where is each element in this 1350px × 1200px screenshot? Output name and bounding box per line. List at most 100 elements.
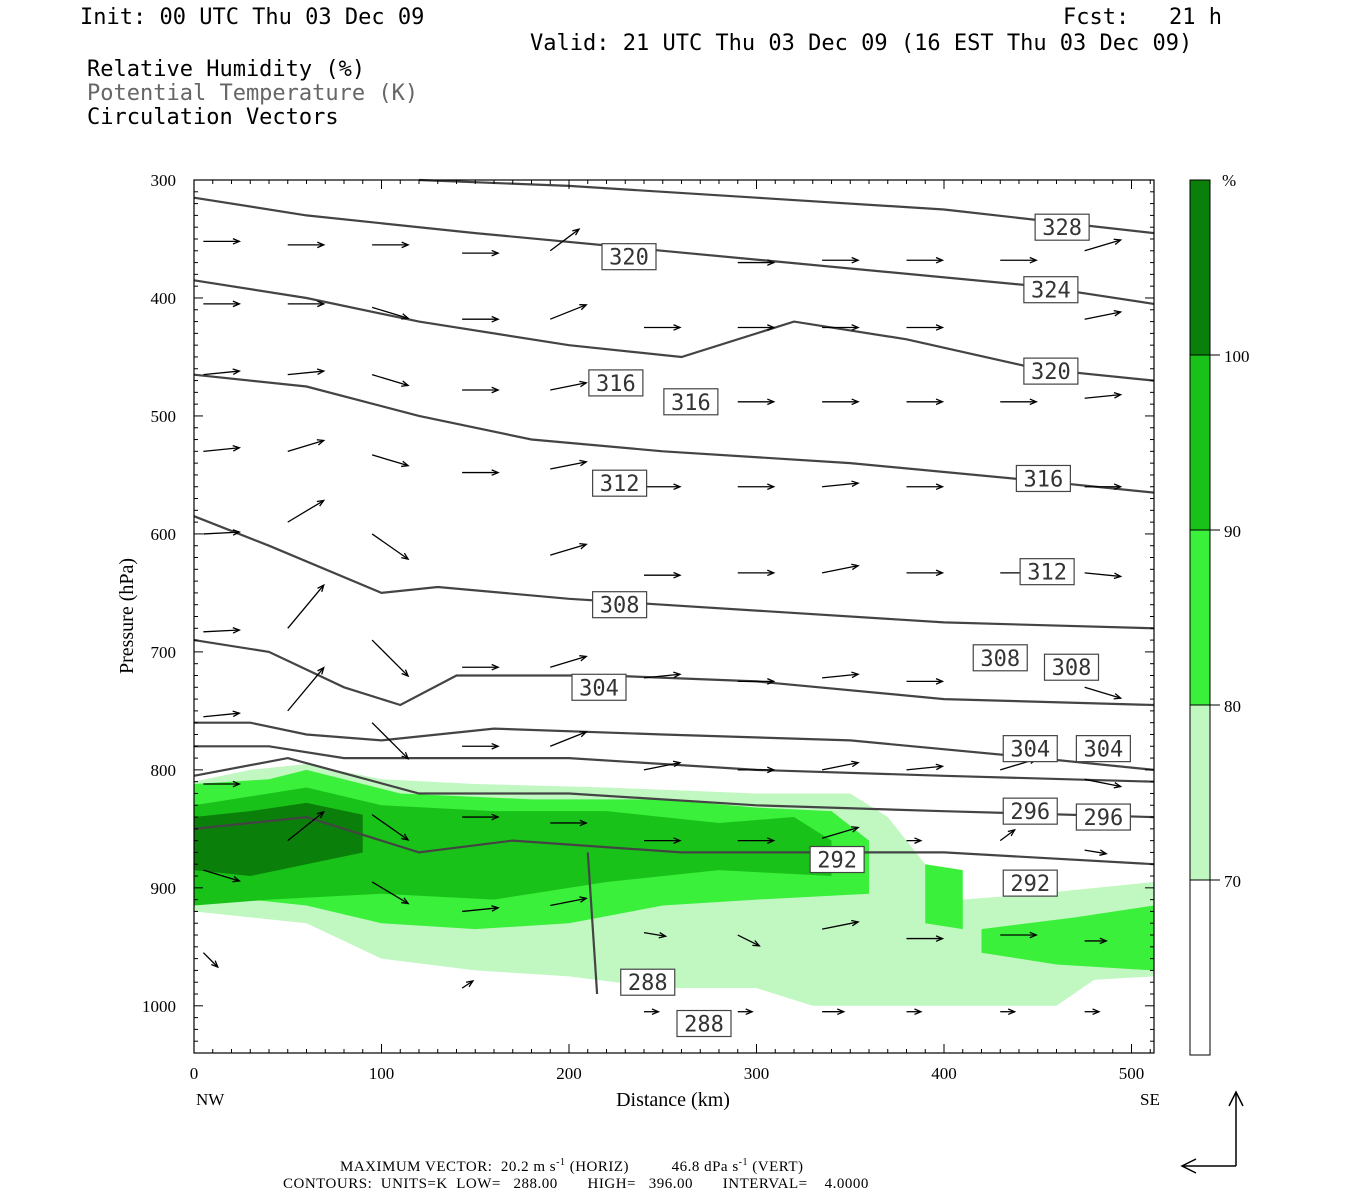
theta-label: 312 [592, 469, 648, 497]
field-vectors-label: Circulation Vectors [87, 105, 339, 130]
theta-label-text: 308 [1052, 656, 1092, 681]
vector-shaft [643, 932, 666, 937]
circulation-vector [371, 533, 410, 561]
vector-head [837, 1008, 846, 1016]
circulation-vector [737, 766, 776, 774]
vector-head [1099, 849, 1108, 856]
x-tick-label: 200 [556, 1064, 582, 1083]
theta-contour-324 [193, 196, 1155, 305]
vector-head [1007, 1008, 1017, 1016]
vector-head [935, 256, 945, 264]
circulation-vector [1084, 849, 1108, 856]
circulation-vector [1084, 391, 1123, 399]
theta-label: 312 [1019, 558, 1075, 586]
circulation-vector [203, 780, 242, 788]
circulation-vector [644, 1008, 661, 1016]
vector-shaft [203, 629, 240, 633]
vector-head [851, 256, 860, 264]
theta-label-box [1023, 357, 1079, 385]
vector-shaft [822, 673, 859, 679]
circulation-vector [550, 819, 588, 827]
vector-head [658, 931, 668, 939]
theta-contour-320 [193, 279, 1155, 382]
y-tick-label: 900 [151, 879, 177, 898]
circulation-vector [644, 324, 682, 331]
x-tick-label: 500 [1119, 1064, 1145, 1083]
unit-exponent: -1 [556, 1157, 566, 1168]
theta-contour-308 [193, 639, 1155, 707]
circulation-vector [462, 315, 500, 323]
vector-shaft [1084, 572, 1121, 578]
theta-label: 304 [571, 673, 627, 701]
max-vector-horiz-value: MAXIMUM VECTOR: 20.2 m s [340, 1159, 557, 1175]
circulation-vector [550, 380, 588, 391]
circulation-vector [287, 583, 325, 629]
rh-fill-layer [194, 763, 1154, 1006]
circulation-vector [906, 678, 945, 685]
vector-shaft [287, 811, 325, 842]
y-tick-label: 500 [151, 407, 177, 426]
circulation-vector [737, 259, 776, 266]
theta-label: 304 [1002, 735, 1058, 763]
theta-label-box [1002, 869, 1058, 897]
circulation-vector [906, 935, 945, 942]
vector-head [491, 469, 500, 476]
max-vector-vert-tag: (VERT) [748, 1159, 804, 1175]
vector-head [491, 249, 500, 257]
vector-head [491, 315, 500, 323]
theta-contour-layer [193, 178, 1155, 995]
circulation-vector [203, 445, 242, 452]
circulation-vector [1084, 1008, 1101, 1016]
vector-shaft [549, 228, 580, 252]
colorbar-level-label: 90 [1224, 522, 1241, 541]
vector-head [1113, 391, 1123, 399]
vector-head [673, 837, 682, 844]
circulation-vector [1000, 398, 1038, 406]
circulation-vector [906, 324, 945, 331]
max-vector-vert-value: 46.8 dPa s [671, 1159, 739, 1175]
x-end-label-nw: NW [196, 1090, 225, 1109]
vector-shaft [203, 712, 240, 718]
theta-label: 320 [1023, 357, 1079, 385]
theta-label: 304 [1075, 735, 1131, 763]
rh-region-80 [925, 864, 963, 930]
theta-label-text: 296 [1010, 800, 1050, 825]
vector-head [851, 563, 860, 571]
axes-layer: 300 400 500 600 700 800 900 1000 0 100 200 300 400 50… [142, 171, 1155, 1083]
circulation-vector [822, 671, 860, 679]
vector-head [935, 569, 945, 577]
vector-head [579, 304, 588, 311]
circulation-vector [737, 1008, 754, 1016]
vector-head [767, 766, 776, 774]
vector-head [935, 398, 945, 406]
vector-shaft [1084, 239, 1121, 252]
vector-head [579, 655, 588, 662]
vector-shaft [1084, 394, 1121, 399]
vector-head [673, 760, 682, 768]
circulation-vector [822, 256, 860, 264]
vector-head [935, 763, 945, 771]
vector-shaft [202, 952, 219, 968]
vector-head [767, 569, 776, 577]
colorbar-segment [1190, 705, 1210, 880]
vector-shaft [287, 584, 325, 629]
circulation-vector [371, 374, 410, 387]
vector-head [851, 919, 860, 927]
vector-head [401, 380, 410, 387]
circulation-vector [371, 639, 410, 678]
theta-label: 288 [676, 1009, 732, 1038]
theta-label-text: 328 [1042, 216, 1082, 241]
theta-contour-312 [193, 515, 1155, 630]
vector-head [935, 935, 945, 942]
theta-label-text: 296 [1084, 806, 1124, 831]
vector-head [767, 483, 776, 491]
theta-label-box [1019, 558, 1075, 586]
circulation-vector [287, 368, 326, 376]
circulation-vector [203, 869, 241, 883]
vector-shaft [203, 447, 240, 452]
circulation-vector [202, 952, 219, 969]
vector-head [851, 760, 860, 768]
circulation-vector [462, 249, 500, 257]
vector-shaft [287, 439, 324, 452]
x-axis-label: Distance (km) [616, 1089, 730, 1111]
